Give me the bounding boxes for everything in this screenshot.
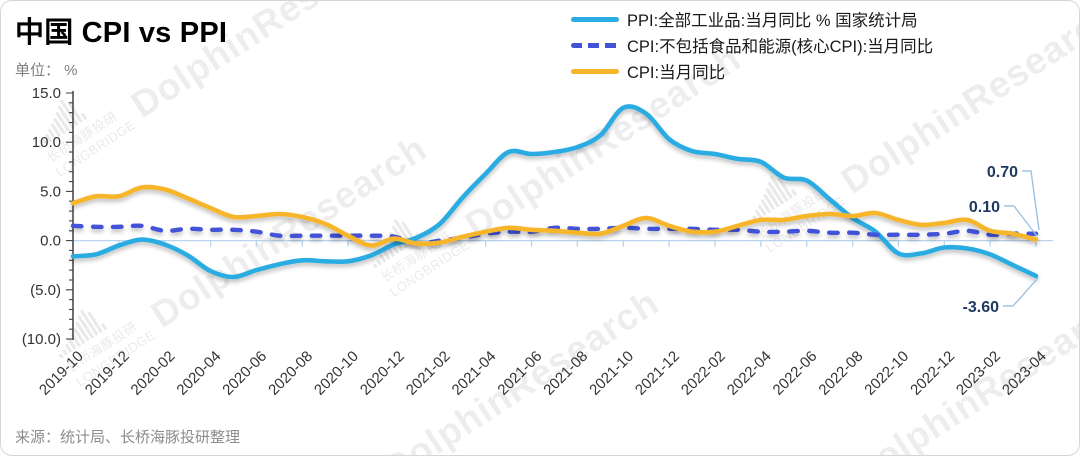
x-tick-label: 2019-12: [82, 348, 133, 399]
annotation-value-label: 0.10: [969, 199, 1000, 216]
legend-label-core-cpi: CPI:不包括食品和能源(核心CPI):当月同比: [627, 38, 934, 56]
x-tick-label: 2021-10: [586, 348, 637, 399]
y-tick-label: 5.0: [40, 183, 61, 200]
x-tick-label: 2021-04: [449, 348, 500, 399]
x-tick-label: 2022-10: [861, 348, 912, 399]
legend: PPI:全部工业品:当月同比 % 国家统计局 CPI:不包括食品和能源(核心CP…: [571, 6, 933, 84]
x-tick-label: 2021-06: [494, 348, 545, 399]
legend-swatch-cpi-line: [571, 68, 619, 74]
source-note: 来源：统计局、长桥海豚投研整理: [15, 429, 241, 446]
x-tick-label: 2020-02: [128, 348, 179, 399]
x-tick-label: 2020-08: [265, 348, 316, 399]
legend-swatch-ppi-line: [571, 16, 619, 22]
y-tick-label: (10.0): [22, 331, 61, 348]
y-tick-label: (5.0): [30, 282, 61, 299]
legend-item-core-cpi: CPI:不包括食品和能源(核心CPI):当月同比: [571, 32, 933, 58]
y-tick-label: 10.0: [32, 134, 61, 151]
x-tick-label: 2021-02: [403, 348, 454, 399]
x-tick-label: 2020-04: [173, 348, 224, 399]
annotation-value-label: -3.60: [963, 299, 1000, 316]
x-tick-label: 2020-12: [357, 348, 408, 399]
legend-item-ppi: PPI:全部工业品:当月同比 % 国家统计局: [571, 6, 933, 32]
annotation-leader-line: [1003, 277, 1039, 307]
legend-label-ppi: PPI:全部工业品:当月同比 % 国家统计局: [627, 12, 918, 30]
x-tick-label: 2019-10: [36, 348, 87, 399]
x-tick-label: 2022-02: [678, 348, 729, 399]
x-tick-label: 2023-04: [999, 348, 1050, 399]
series-cpi-line: [70, 184, 1039, 248]
y-tick-label: 0.0: [40, 233, 61, 250]
annotation-value-label: 0.70: [987, 164, 1018, 181]
series-ppi-line: [70, 104, 1039, 280]
x-tick-label: 2021-12: [632, 348, 683, 399]
unit-label: 单位： %: [15, 62, 78, 79]
legend-swatch-core-cpi-dashed-line: [571, 42, 619, 48]
x-tick-label: 2022-08: [815, 348, 866, 399]
x-tick-label: 2022-12: [907, 348, 958, 399]
x-tick-label: 2022-04: [724, 348, 775, 399]
x-tick-label: 2021-08: [540, 348, 591, 399]
annotation-leader-line: [1022, 170, 1040, 231]
annotation-leader-line: [1004, 205, 1038, 237]
y-tick-label: 15.0: [32, 85, 61, 102]
x-tick-label: 2020-10: [311, 348, 362, 399]
legend-label-cpi: CPI:当月同比: [627, 64, 726, 82]
series-core-cpi-line: [70, 223, 1039, 246]
legend-item-cpi: CPI:当月同比: [571, 58, 933, 84]
x-tick-label: 2023-02: [953, 348, 1004, 399]
x-tick-label: 2022-06: [770, 348, 821, 399]
x-tick-label: 2020-06: [219, 348, 270, 399]
chart-title: 中国 CPI vs PPI: [15, 17, 228, 49]
